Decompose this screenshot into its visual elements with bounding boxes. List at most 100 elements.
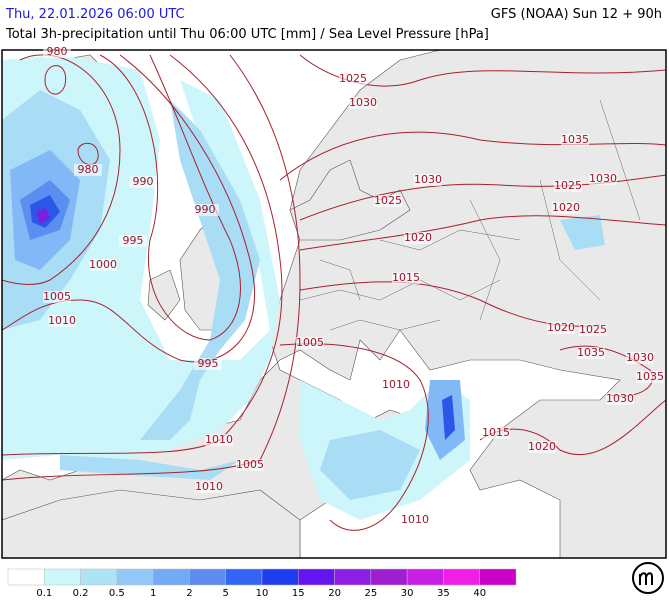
isobar-label: 1035	[636, 370, 664, 383]
legend-label: 15	[292, 588, 305, 599]
isobar-label: 995	[123, 234, 144, 247]
legend-label: 0.1	[36, 588, 52, 599]
isobar	[2, 54, 301, 481]
isobar	[44, 65, 67, 95]
isobar-label: 1025	[579, 323, 607, 336]
legend-label: 10	[256, 588, 269, 599]
legend: 0.1 0.2 0.5 1 2 5 10 15 20 25 30 35 40	[7, 568, 517, 599]
legend-label: 25	[364, 588, 377, 599]
isobar	[99, 54, 241, 341]
legend-label: 20	[328, 588, 341, 599]
legend-label: 0.5	[109, 588, 125, 599]
isobar-label: 1010	[401, 513, 429, 526]
legend-label: 1	[150, 588, 156, 599]
isobar-label-bg	[577, 347, 605, 359]
legend-swatch	[261, 568, 299, 586]
isobar-label-bg	[636, 371, 664, 383]
legend-label: 40	[473, 588, 486, 599]
isobar	[2, 54, 121, 285]
isobar	[77, 142, 99, 166]
isobar-label-bg	[626, 352, 654, 364]
isobar-label-bg	[547, 322, 575, 334]
isobar-label: 1005	[296, 336, 324, 349]
legend-swatch	[406, 568, 444, 586]
isobar-label: 1010	[205, 433, 233, 446]
isobar-label: 990	[133, 175, 154, 188]
isobar-label: 1030	[349, 96, 377, 109]
land	[2, 489, 301, 558]
isobar-label: 1025	[339, 72, 367, 85]
legend-label: 0.2	[73, 588, 89, 599]
isobar-label: 1035	[561, 133, 589, 146]
precipitation	[320, 430, 420, 500]
isobar-label-bg	[414, 174, 442, 186]
isobar-label-bg	[236, 459, 264, 471]
isobar-label-bg	[349, 97, 377, 109]
isobar-label: 1020	[547, 321, 575, 334]
isobar	[279, 131, 666, 181]
isobar-label: 1005	[43, 290, 71, 303]
valid-time: Thu, 22.01.2026 06:00 UTC	[5, 7, 185, 22]
legend-swatch	[370, 568, 408, 586]
isobar-label-bg	[296, 337, 324, 349]
isobar-label-bg	[74, 164, 102, 176]
isobar-label-bg	[589, 173, 617, 185]
legend-label: 2	[186, 588, 192, 599]
legend-swatch	[298, 568, 335, 586]
isobar-label: 1030	[606, 392, 634, 405]
isobar-label-bg	[606, 393, 634, 405]
isobar-label-bg	[339, 73, 367, 85]
precipitation	[60, 455, 240, 480]
isobar-label: 1030	[589, 172, 617, 185]
legend-swatch	[44, 568, 81, 586]
isobar-label-bg	[129, 176, 157, 188]
isobar-label-bg	[205, 434, 233, 446]
isobar-label: 1015	[482, 426, 510, 439]
isobar-label: 995	[198, 357, 219, 370]
precipitation	[442, 395, 455, 440]
isobar-label-bg	[579, 324, 607, 336]
isobar-label-bg	[561, 134, 589, 146]
legend-swatch	[225, 568, 263, 586]
isobar	[559, 345, 653, 397]
precipitation	[140, 100, 260, 440]
isobar-label-bg	[554, 180, 582, 192]
legend-label: 35	[437, 588, 450, 599]
isobar	[299, 215, 666, 251]
isobar-label: 980	[78, 163, 99, 176]
isobar-label: 1025	[374, 194, 402, 207]
precipitation	[36, 208, 50, 224]
isobar-label-bg	[89, 259, 117, 271]
isobar-label-bg	[404, 232, 432, 244]
legend-swatch	[189, 568, 226, 586]
model-run: GFS (NOAA) Sun 12 + 90h	[491, 7, 662, 22]
isobar	[299, 174, 666, 221]
map-area	[1, 49, 667, 559]
isobar-label: 1010	[48, 314, 76, 327]
isobar-label: 1030	[626, 351, 654, 364]
isobar-label: 1015	[392, 271, 420, 284]
legend-swatch	[80, 568, 118, 586]
subtitle: Total 3h-precipitation until Thu 06:00 U…	[5, 27, 489, 42]
isobar-label: 1035	[577, 346, 605, 359]
legend-label: 30	[401, 588, 414, 599]
legend-swatch	[116, 568, 154, 586]
legend-swatch	[443, 568, 480, 586]
isobar-label: 980	[47, 45, 68, 58]
isobar-label-bg	[119, 235, 147, 247]
legend-swatch	[7, 568, 45, 586]
isobar-label: 1020	[528, 440, 556, 453]
isobar-label-bg	[382, 379, 410, 391]
isobar-label-bg	[482, 427, 510, 439]
isobar-label: 1010	[382, 378, 410, 391]
isobar-label-bg	[43, 291, 71, 303]
land	[147, 269, 181, 321]
legend-swatch	[479, 568, 517, 586]
isobar-label: 990	[195, 203, 216, 216]
isobar-label: 1025	[554, 179, 582, 192]
isobar-label: 1005	[236, 458, 264, 471]
legend-label: 5	[223, 588, 229, 599]
isobar	[2, 54, 283, 456]
precipitation	[560, 215, 605, 250]
